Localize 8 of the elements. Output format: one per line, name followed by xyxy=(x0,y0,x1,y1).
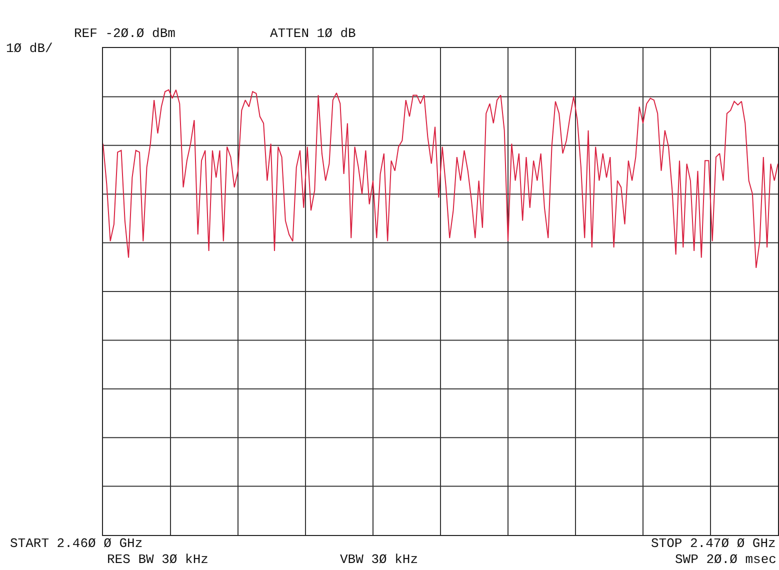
text: 1Ø dB/ xyxy=(6,41,54,56)
text: ATTEN 1Ø dB xyxy=(270,26,356,41)
text: START 2.46Ø Ø GHz xyxy=(10,536,143,551)
text: SWP 2Ø.Ø msec xyxy=(675,552,776,567)
text: STOP 2.47Ø Ø GHz xyxy=(651,536,776,551)
text: VBW 3Ø kHz xyxy=(340,552,418,567)
text: REF -2Ø.Ø dBm xyxy=(74,26,176,41)
text: RES BW 3Ø kHz xyxy=(107,552,208,567)
